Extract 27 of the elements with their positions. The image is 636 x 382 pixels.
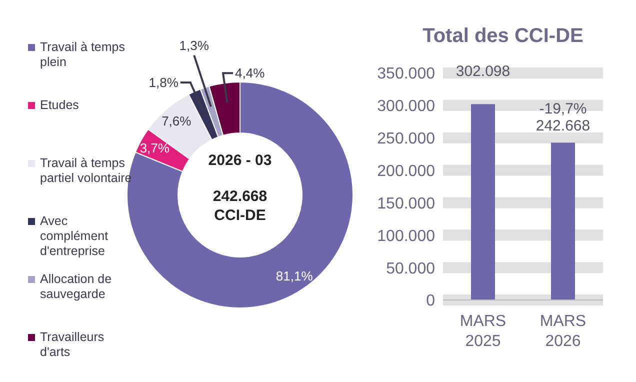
data-label: 81,1% — [276, 268, 314, 284]
y-tick-label: 50.000 — [386, 260, 436, 278]
data-label: 3,7% — [140, 140, 170, 156]
text: 2026 - 03 — [208, 152, 272, 169]
legend-label: Travail à temps plein — [40, 40, 126, 70]
y-tick-label: 350.000 — [377, 66, 436, 83]
annotation: -19,7% — [539, 100, 587, 118]
x-tick-label: MARS 2026 — [540, 313, 586, 350]
legend-label: Travailleurs d'arts — [40, 330, 106, 360]
x-tick-label: MARS 2025 — [460, 313, 506, 350]
data-label: 1,8% — [148, 74, 179, 90]
y-tick-label: 300.000 — [377, 98, 436, 116]
data-label: 1,3% — [179, 38, 210, 53]
legend-label: Avec complément d'entreprise — [40, 214, 110, 259]
y-tick-label: 200.000 — [377, 162, 436, 180]
y-tick-label: 100.000 — [377, 228, 436, 245]
data-label: 242.668 — [536, 118, 590, 135]
chart-title: Total des CCI-DE — [422, 24, 584, 49]
data-label: 4,4% — [235, 66, 266, 81]
y-tick-label: 0 — [426, 292, 436, 310]
data-label: 302.098 — [456, 63, 510, 80]
legend-label: Etudes — [40, 98, 79, 113]
y-tick-label: 250.000 — [377, 130, 436, 148]
legend-label: Allocation de sauvegarde — [40, 272, 113, 302]
y-tick-label: 150.000 — [377, 195, 436, 212]
data-label: 7,6% — [162, 114, 192, 129]
text: 242.668 CCI-DE — [212, 188, 268, 224]
